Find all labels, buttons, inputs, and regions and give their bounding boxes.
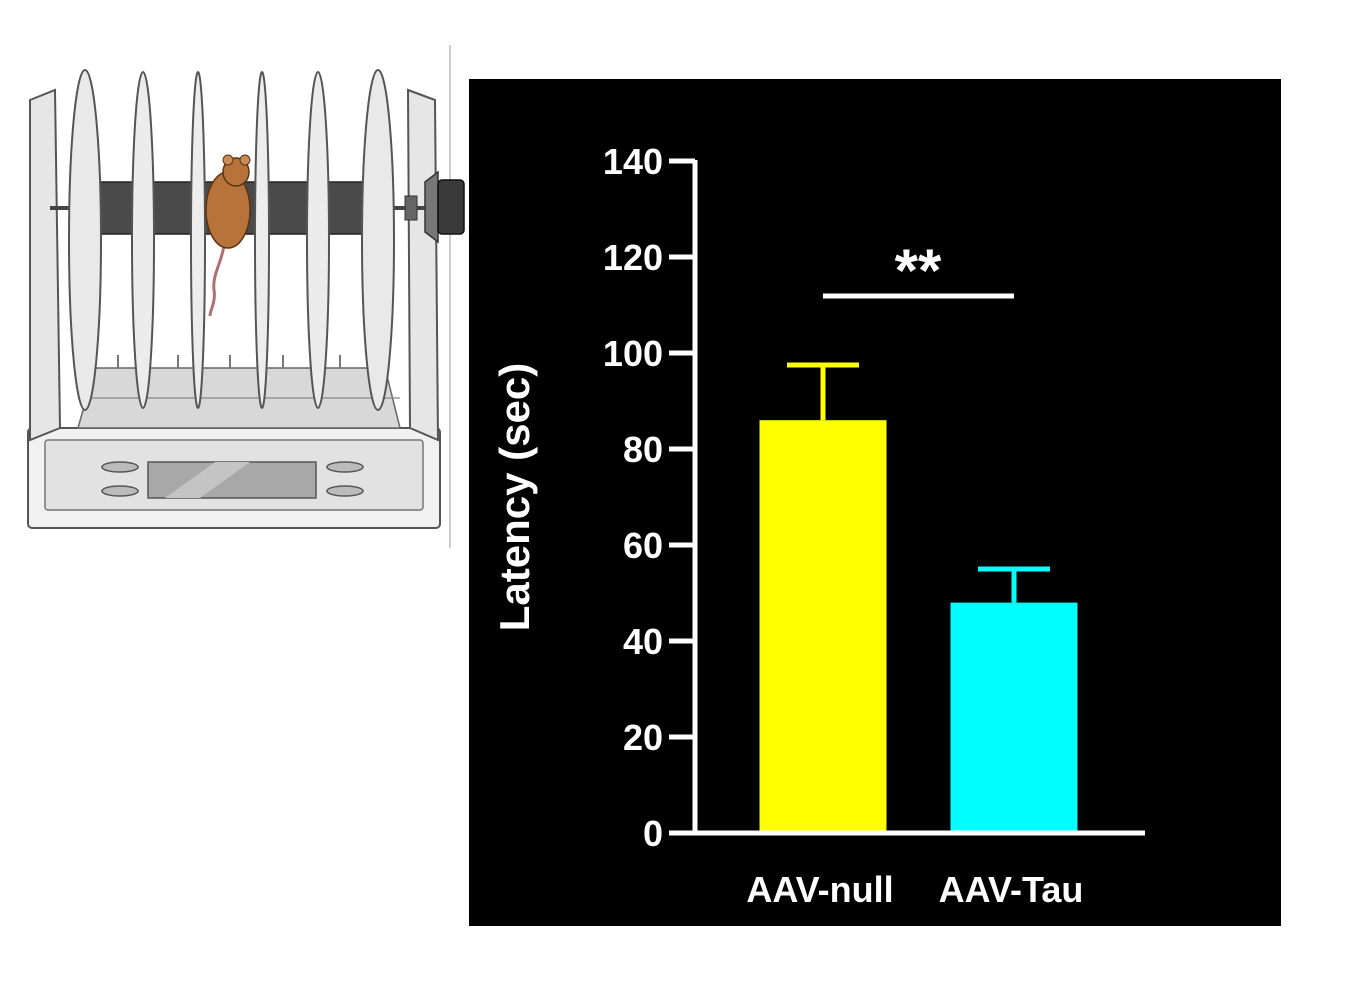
y-tick-label: 60 (623, 525, 663, 566)
bars-group (759, 362, 1078, 831)
y-tick-label: 0 (643, 813, 663, 854)
latency-bar-chart: Latency (sec) 0 20 40 60 80 100 120 140 AAV-nul… (469, 79, 1281, 926)
y-tick-label: 80 (623, 429, 663, 470)
bar-aav-tau (950, 602, 1078, 831)
y-tick-label: 140 (603, 141, 663, 182)
significance-label: ** (895, 237, 942, 304)
x-tick-label: AAV-Tau (939, 869, 1084, 910)
y-axis-title: Latency (sec) (491, 363, 538, 631)
mouse-icon (205, 154, 251, 317)
rotarod-apparatus-icon (27, 45, 465, 548)
y-tick-label: 120 (603, 237, 663, 278)
y-axis: 0 20 40 60 80 100 120 140 (603, 141, 698, 854)
x-tick-label: AAV-null (746, 869, 893, 910)
bar-aav-null (759, 420, 887, 831)
y-tick-label: 20 (623, 717, 663, 758)
y-tick-label: 40 (623, 621, 663, 662)
x-axis: AAV-null AAV-Tau (669, 830, 1145, 910)
chart-plot-area: Latency (sec) 0 20 40 60 80 100 120 140 AAV-nul… (491, 141, 1145, 910)
y-tick-label: 100 (603, 333, 663, 374)
